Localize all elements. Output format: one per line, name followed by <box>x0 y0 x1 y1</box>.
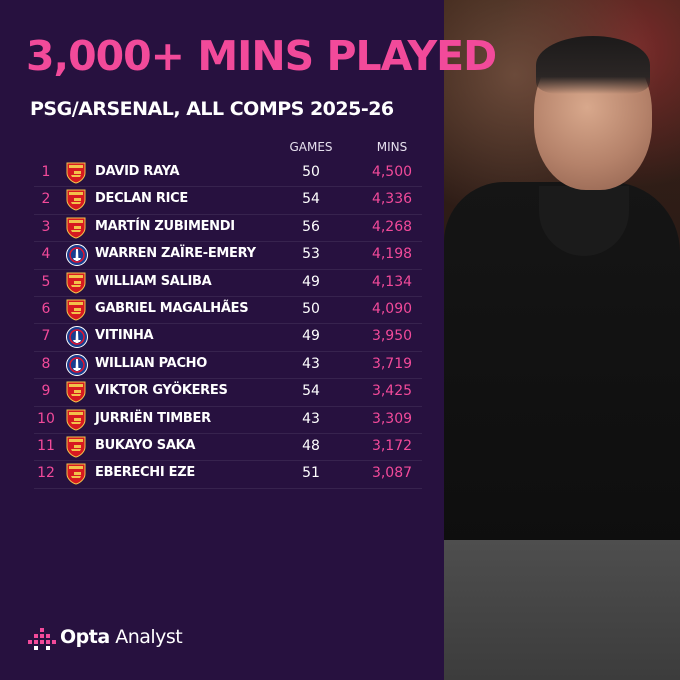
psg-crest-icon <box>66 326 88 349</box>
row-mins: 3,425 <box>371 383 413 400</box>
row-games: 43 <box>302 410 320 427</box>
row-games: 48 <box>302 437 320 454</box>
arsenal-crest-icon <box>66 217 86 239</box>
row-mins: 4,268 <box>371 218 413 235</box>
row-mins: 4,134 <box>371 273 413 290</box>
psg-crest-icon <box>66 353 88 376</box>
row-games: 56 <box>302 218 320 235</box>
row-rank: 4 <box>41 246 51 263</box>
row-games: 49 <box>302 273 320 290</box>
page-subtitle: PSG/ARSENAL, ALL COMPS 2025-26 <box>30 98 394 120</box>
row-divider <box>34 405 422 407</box>
row-rank: 8 <box>41 355 51 372</box>
brand-name-rest: Analyst <box>109 626 183 648</box>
psg-crest-icon <box>66 244 88 267</box>
table-row: 3 MARTÍN ZUBIMENDI 56 4,268 <box>0 215 444 243</box>
table-row: 9 VIKTOR GYÖKERES 54 3,425 <box>0 379 444 407</box>
row-rank: 5 <box>41 273 51 290</box>
row-divider <box>34 241 422 243</box>
column-header-mins: MINS <box>376 140 408 154</box>
row-player-name: EBERECHI EZE <box>95 465 195 481</box>
row-games: 54 <box>302 191 320 208</box>
row-rank: 6 <box>41 300 51 317</box>
row-mins: 3,719 <box>371 355 413 372</box>
table-row: 10 JURRIËN TIMBER 43 3,309 <box>0 407 444 434</box>
arsenal-crest-icon <box>66 409 86 431</box>
row-games: 51 <box>302 465 320 482</box>
row-games: 53 <box>302 246 320 263</box>
row-rank: 11 <box>37 437 55 454</box>
page-title: 3,000+ MINS PLAYED <box>26 32 497 80</box>
row-mins: 4,336 <box>371 191 413 208</box>
photo-hair <box>536 36 650 94</box>
row-games: 50 <box>302 164 320 180</box>
row-player-name: WILLIAM SALIBA <box>95 273 212 289</box>
row-divider <box>34 213 422 215</box>
row-divider <box>34 295 422 297</box>
table-row: 5 WILLIAM SALIBA 49 4,134 <box>0 270 444 297</box>
brand-name-bold: Opta <box>60 626 110 648</box>
row-mins: 3,309 <box>371 410 413 427</box>
arsenal-crest-icon <box>66 162 86 184</box>
row-player-name: WILLIAN PACHO <box>95 355 208 371</box>
arsenal-crest-icon <box>66 299 86 321</box>
column-header-games: GAMES <box>289 140 333 154</box>
row-games: 54 <box>302 383 320 400</box>
row-games: 43 <box>302 355 320 372</box>
row-rank: 1 <box>41 164 51 180</box>
row-divider <box>34 378 422 380</box>
arsenal-crest-icon <box>66 381 86 403</box>
arsenal-crest-icon <box>66 189 86 211</box>
manager-photo <box>444 0 680 680</box>
row-player-name: JURRIËN TIMBER <box>95 410 211 426</box>
opta-analyst-logo-icon <box>28 624 58 650</box>
row-player-name: BUKAYO SAKA <box>95 437 196 453</box>
row-rank: 10 <box>37 410 55 427</box>
row-mins: 4,198 <box>371 246 413 263</box>
row-player-name: VITINHA <box>95 328 154 344</box>
row-divider <box>34 186 422 188</box>
row-player-name: WARREN ZAÏRE-EMERY <box>95 246 256 262</box>
brand-logo: Opta Analyst <box>28 624 183 650</box>
row-rank: 7 <box>41 328 51 345</box>
row-player-name: DECLAN RICE <box>95 191 188 207</box>
arsenal-crest-icon <box>66 272 86 294</box>
row-divider <box>34 268 422 270</box>
row-rank: 2 <box>41 191 51 208</box>
arsenal-crest-icon <box>66 436 86 458</box>
row-divider <box>34 432 422 434</box>
photo-trousers <box>444 540 680 680</box>
row-player-name: MARTÍN ZUBIMENDI <box>95 218 235 234</box>
player-table: 1 DAVID RAYA 50 4,500 2 DECLAN RICE 54 4,336 3 MA… <box>0 160 444 489</box>
row-player-name: VIKTOR GYÖKERES <box>95 383 228 399</box>
table-row: 7 VITINHA 49 3,950 <box>0 324 444 352</box>
row-mins: 4,090 <box>371 300 413 317</box>
table-row: 4 WARREN ZAÏRE-EMERY 53 4,198 <box>0 242 444 270</box>
row-mins: 3,087 <box>371 465 413 482</box>
row-rank: 9 <box>41 383 51 400</box>
photo-collar <box>539 186 629 256</box>
row-rank: 12 <box>37 465 55 482</box>
table-row: 2 DECLAN RICE 54 4,336 <box>0 187 444 215</box>
row-divider <box>34 487 422 489</box>
table-row: 11 BUKAYO SAKA 48 3,172 <box>0 434 444 462</box>
row-mins: 3,950 <box>371 328 413 345</box>
row-games: 50 <box>302 300 320 317</box>
table-row: 12 EBERECHI EZE 51 3,087 <box>0 461 444 489</box>
brand-name: Opta Analyst <box>60 626 183 648</box>
table-row: 6 GABRIEL MAGALHÃES 50 4,090 <box>0 297 444 325</box>
row-divider <box>34 323 422 325</box>
table-row: 1 DAVID RAYA 50 4,500 <box>0 160 444 188</box>
arsenal-crest-icon <box>66 463 86 485</box>
row-mins: 3,172 <box>371 437 413 454</box>
row-player-name: DAVID RAYA <box>95 164 180 179</box>
table-row: 8 WILLIAN PACHO 43 3,719 <box>0 352 444 380</box>
row-divider <box>34 350 422 352</box>
row-mins: 4,500 <box>371 164 413 180</box>
row-rank: 3 <box>41 218 51 235</box>
row-divider <box>34 460 422 462</box>
row-player-name: GABRIEL MAGALHÃES <box>95 300 249 316</box>
row-games: 49 <box>302 328 320 345</box>
